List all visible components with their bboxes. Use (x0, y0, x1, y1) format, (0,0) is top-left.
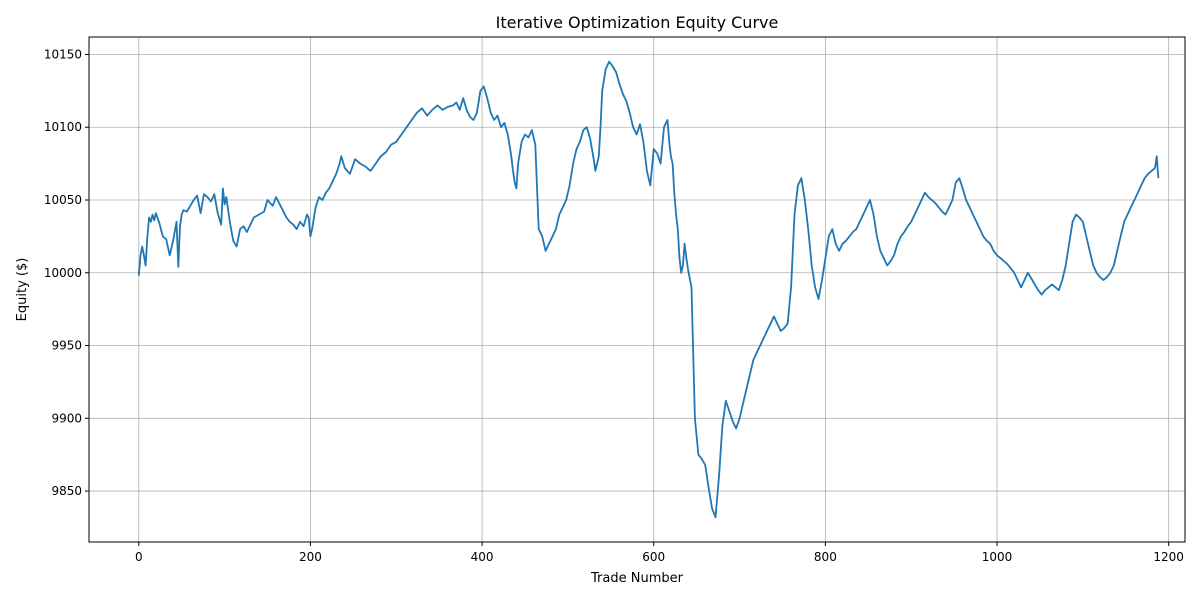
y-axis-label: Equity ($) (15, 258, 30, 322)
y-tick-label: 10100 (44, 120, 82, 134)
grid-layer (89, 37, 1185, 542)
x-tick-label: 200 (299, 550, 322, 564)
x-axis-label: Trade Number (590, 571, 684, 586)
x-tick-label: 1000 (982, 550, 1013, 564)
x-tick-label: 600 (642, 550, 665, 564)
line-layer (137, 60, 1160, 519)
x-tick-label: 400 (471, 550, 494, 564)
y-tick-label: 9850 (51, 484, 82, 498)
plot-area-frame (88, 36, 1186, 543)
y-tick-label: 10050 (44, 193, 82, 207)
chart-title: Iterative Optimization Equity Curve (496, 13, 779, 32)
y-tick-label: 9950 (51, 339, 82, 353)
y-tick-label: 10000 (44, 266, 82, 280)
x-tick-label: 800 (814, 550, 837, 564)
x-tick-label: 0 (135, 550, 143, 564)
y-tick-label: 9900 (51, 411, 82, 425)
tick-layer: 0 200 400 600 800 1000 1200 9850 9900 9950 10000 10… (44, 47, 1184, 564)
equity-series-line (137, 60, 1160, 519)
y-tick-label: 10150 (44, 47, 82, 61)
x-tick-label: 1200 (1153, 550, 1184, 564)
